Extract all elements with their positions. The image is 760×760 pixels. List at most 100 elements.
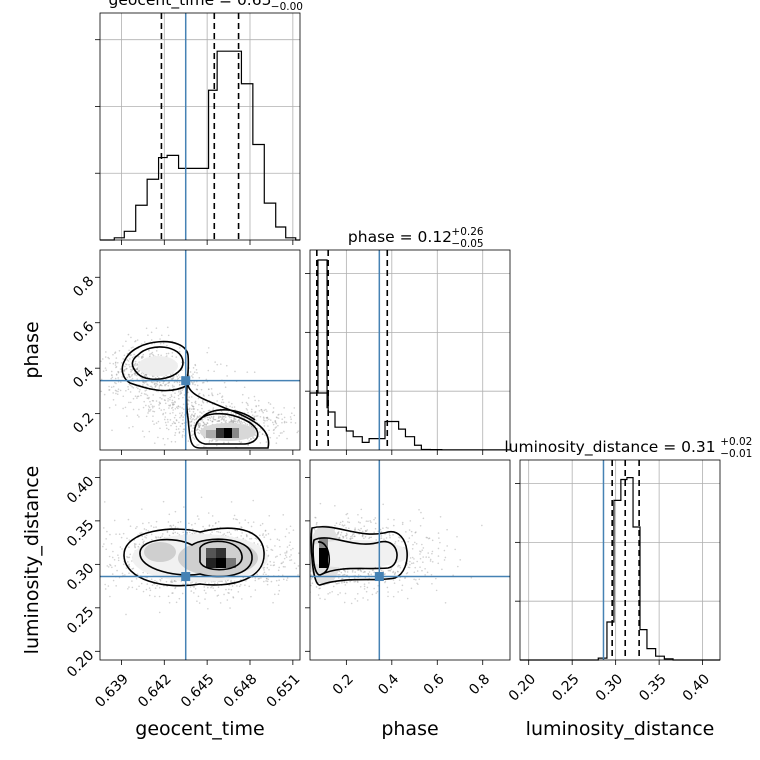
sample-point (126, 537, 128, 540)
sample-point (143, 435, 146, 438)
sample-point (122, 395, 125, 398)
sample-point (149, 410, 151, 412)
contour-line (310, 526, 408, 586)
sample-point (384, 580, 387, 583)
sample-point (141, 355, 143, 358)
sample-point (193, 532, 196, 534)
sample-point (306, 557, 308, 559)
sample-point (357, 528, 360, 531)
sample-point (376, 590, 379, 593)
sample-point (287, 510, 289, 512)
sample-point (470, 576, 473, 579)
sample-point (167, 400, 169, 402)
sample-point (148, 406, 151, 409)
sample-point (172, 421, 175, 423)
sample-point (269, 522, 271, 524)
sample-point (190, 425, 192, 428)
sample-point (134, 362, 137, 365)
sample-point (266, 410, 268, 412)
sample-point (306, 588, 308, 590)
sample-point (152, 415, 154, 417)
sample-point (165, 352, 168, 355)
sample-point (137, 395, 140, 398)
sample-point (107, 566, 110, 568)
sample-point (194, 363, 196, 366)
sample-point (261, 433, 264, 435)
sample-point (133, 363, 136, 366)
sample-point (70, 558, 72, 560)
sample-point (236, 536, 239, 539)
sample-point (151, 386, 153, 389)
sample-point (251, 414, 254, 416)
sample-point (112, 399, 115, 401)
sample-point (153, 526, 155, 529)
sample-point (250, 525, 253, 528)
sample-point (273, 555, 275, 557)
sample-point (192, 376, 194, 379)
sample-point (170, 526, 173, 528)
sample-point (171, 580, 173, 582)
sample-point (256, 573, 259, 576)
sample-point (318, 587, 321, 590)
sample-point (116, 569, 118, 572)
sample-point (186, 583, 189, 585)
sample-point (198, 376, 201, 379)
sample-point (297, 532, 299, 534)
sample-point (238, 522, 241, 524)
sample-point (269, 560, 272, 563)
sample-point (341, 577, 344, 580)
sample-point (408, 566, 411, 569)
sample-point (233, 417, 236, 419)
sample-point (268, 418, 270, 420)
sample-point (111, 376, 114, 379)
sample-point (291, 563, 293, 565)
sample-point (191, 382, 194, 384)
sample-point (401, 584, 404, 587)
sample-point (297, 571, 299, 573)
sample-point (188, 531, 191, 534)
sample-point (286, 564, 288, 566)
sample-point (171, 401, 173, 404)
sample-point (393, 582, 396, 584)
sample-point (134, 374, 136, 376)
sample-point (179, 521, 182, 523)
sample-point (250, 438, 252, 441)
sample-point (121, 375, 123, 378)
sample-point (281, 551, 283, 553)
sample-point (268, 518, 270, 520)
sample-point (370, 573, 373, 576)
sample-point (430, 573, 433, 576)
sample-point (305, 551, 307, 553)
sample-point (416, 582, 418, 585)
density-cell (206, 430, 216, 438)
sample-point (106, 565, 109, 567)
sample-point (250, 411, 253, 413)
sample-point (114, 381, 116, 384)
sample-point (387, 569, 390, 572)
sample-point (339, 534, 342, 536)
sample-point (306, 550, 308, 552)
sample-point (137, 355, 140, 358)
sample-point (272, 411, 274, 414)
sample-point (265, 573, 267, 576)
sample-point (281, 432, 283, 434)
sample-point (216, 393, 219, 396)
sample-point (169, 524, 172, 527)
sample-point (304, 566, 306, 568)
sample-point (222, 401, 225, 404)
sample-point (424, 568, 426, 570)
title-geocent_time: geocent_time = 0.65 (109, 0, 272, 10)
sample-point (317, 594, 320, 596)
sample-point (236, 421, 239, 423)
sample-point (138, 390, 141, 393)
sample-point (259, 534, 261, 537)
contour-line (193, 412, 259, 445)
sample-point (112, 362, 115, 365)
sample-point (297, 519, 299, 521)
sample-point (237, 419, 240, 421)
sample-point (289, 563, 291, 565)
sample-point (124, 406, 127, 409)
sample-point (396, 570, 399, 573)
sample-point (290, 569, 292, 571)
sample-point (346, 571, 349, 573)
